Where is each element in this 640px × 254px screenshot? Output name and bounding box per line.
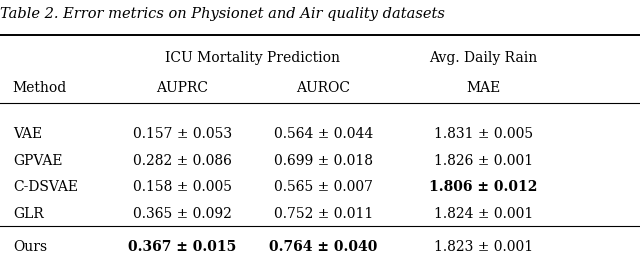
Text: 0.158 ± 0.005: 0.158 ± 0.005 bbox=[133, 180, 232, 194]
Text: Method: Method bbox=[13, 81, 67, 95]
Text: 0.365 ± 0.092: 0.365 ± 0.092 bbox=[133, 207, 232, 221]
Text: Ours: Ours bbox=[13, 240, 47, 253]
Text: GLR: GLR bbox=[13, 207, 44, 221]
Text: AUROC: AUROC bbox=[296, 81, 350, 95]
Text: 0.764 ± 0.040: 0.764 ± 0.040 bbox=[269, 240, 378, 253]
Text: Avg. Daily Rain: Avg. Daily Rain bbox=[429, 51, 538, 65]
Text: 0.752 ± 0.011: 0.752 ± 0.011 bbox=[273, 207, 373, 221]
Text: 0.367 ± 0.015: 0.367 ± 0.015 bbox=[128, 240, 237, 253]
Text: 0.564 ± 0.044: 0.564 ± 0.044 bbox=[273, 127, 373, 141]
Text: MAE: MAE bbox=[466, 81, 500, 95]
Text: C-DSVAE: C-DSVAE bbox=[13, 180, 78, 194]
Text: 1.831 ± 0.005: 1.831 ± 0.005 bbox=[434, 127, 532, 141]
Text: 1.824 ± 0.001: 1.824 ± 0.001 bbox=[433, 207, 533, 221]
Text: 1.826 ± 0.001: 1.826 ± 0.001 bbox=[434, 154, 532, 168]
Text: Table 2. Error metrics on Physionet and Air quality datasets: Table 2. Error metrics on Physionet and … bbox=[0, 7, 445, 21]
Text: 0.282 ± 0.086: 0.282 ± 0.086 bbox=[133, 154, 232, 168]
Text: 0.157 ± 0.053: 0.157 ± 0.053 bbox=[133, 127, 232, 141]
Text: 0.565 ± 0.007: 0.565 ± 0.007 bbox=[274, 180, 372, 194]
Text: 0.699 ± 0.018: 0.699 ± 0.018 bbox=[274, 154, 372, 168]
Text: ICU Mortality Prediction: ICU Mortality Prediction bbox=[165, 51, 340, 65]
Text: VAE: VAE bbox=[13, 127, 42, 141]
Text: GPVAE: GPVAE bbox=[13, 154, 62, 168]
Text: 1.823 ± 0.001: 1.823 ± 0.001 bbox=[434, 240, 532, 253]
Text: 1.806 ± 0.012: 1.806 ± 0.012 bbox=[429, 180, 538, 194]
Text: AUPRC: AUPRC bbox=[156, 81, 209, 95]
